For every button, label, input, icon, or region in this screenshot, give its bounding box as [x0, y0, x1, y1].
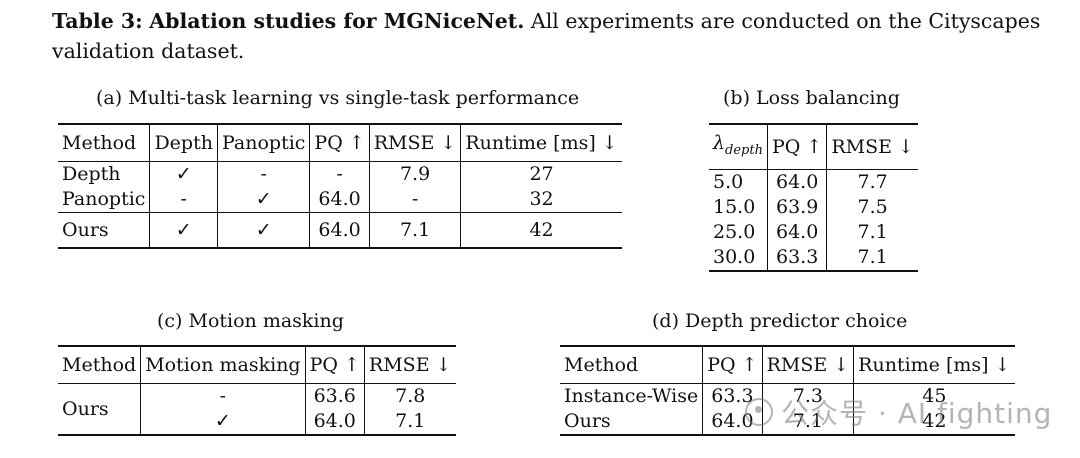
header-cell: Method — [564, 354, 639, 376]
table-cell: Ours — [58, 212, 150, 249]
table-c: Method Motion masking PQ ↑ RMSE ↓ Ours -… — [58, 345, 456, 436]
header-cell: RMSE ↓ — [363, 346, 456, 384]
header-cell: RMSE ↓ — [761, 346, 854, 384]
table-cell: 64.0 — [309, 212, 370, 249]
table-cell: ✓ — [216, 187, 310, 213]
header-cell: PQ ↑ — [304, 346, 365, 384]
table-cell: Depth — [58, 161, 150, 187]
table-cell: Ours — [58, 383, 141, 436]
table-cell: 7.5 — [826, 194, 918, 220]
table-cell: Instance-Wise — [560, 383, 703, 409]
table-row: ✓ 64.0 7.1 — [58, 409, 456, 436]
table-cell: 64.0 — [309, 187, 370, 213]
table-a-title: (a) Multi-task learning vs single-task p… — [96, 87, 580, 109]
table-row: 25.0 64.0 7.1 — [709, 219, 918, 245]
table-cell: 5.0 — [709, 168, 768, 195]
table-cell: - — [309, 161, 370, 187]
table-cell: 7.9 — [368, 161, 461, 187]
wechat-logo-icon — [745, 398, 773, 426]
table-cell: 63.6 — [304, 383, 365, 409]
caption-bold: Ablation studies for MGNiceNet. — [149, 9, 525, 33]
table-row: 15.0 63.9 7.5 — [709, 194, 918, 220]
table-row: Depth ✓ - - 7.9 27 — [58, 161, 622, 187]
table-cell: 63.9 — [766, 194, 827, 220]
table-cell: - — [140, 383, 306, 409]
table-row: Instance-Wise 63.3 7.3 45 — [560, 383, 1015, 409]
table-b: λdepth PQ ↑ RMSE ↓ 5.0 64.0 7.7 15.0 63.… — [709, 123, 918, 272]
header-cell: Panoptic — [216, 124, 310, 162]
table-cell: 7.1 — [368, 212, 461, 249]
table-cell: 25.0 — [713, 220, 756, 243]
table-cell: 32 — [460, 187, 622, 213]
table-cell: - — [368, 187, 461, 213]
table-cell: ✓ — [149, 161, 218, 187]
header-cell: PQ ↑ — [309, 124, 370, 162]
header-cell: RMSE ↓ — [368, 124, 461, 162]
header-cell: λdepth — [709, 124, 767, 169]
table-cell: 30.0 — [709, 244, 768, 272]
table-row: Panoptic - ✓ 64.0 - 32 — [58, 187, 622, 213]
header-cell: Method — [62, 354, 137, 376]
caption-text: All experiments are conducted on the Cit… — [52, 9, 1041, 63]
table-cell: ✓ — [149, 212, 218, 249]
table-caption: Table 3: Ablation studies for MGNiceNet.… — [52, 6, 1052, 66]
table-cell: 42 — [853, 409, 1015, 436]
header-cell: Method — [62, 132, 137, 154]
table-row: Ours ✓ ✓ 64.0 7.1 42 — [58, 212, 622, 249]
table-c-title: (c) Motion masking — [157, 310, 344, 332]
table-cell: 15.0 — [713, 195, 756, 218]
header-cell: Runtime [ms] ↓ — [460, 124, 622, 162]
table-cell: 64.0 — [766, 168, 827, 195]
table-cell: 7.3 — [761, 383, 854, 409]
header-cell: Runtime [ms] ↓ — [853, 346, 1015, 384]
header-cell: PQ ↑ — [702, 346, 763, 384]
table-cell: Panoptic — [62, 188, 146, 210]
header-cell: Motion masking — [140, 346, 306, 384]
table-cell: ✓ — [216, 212, 310, 249]
table-cell: 7.8 — [363, 383, 456, 409]
watermark-text: 公众号 · AI fighting — [781, 397, 1053, 430]
table-cell: 27 — [460, 161, 622, 187]
table-cell: 45 — [853, 383, 1015, 409]
header-cell: PQ ↑ — [766, 124, 827, 170]
table-cell: 7.1 — [761, 409, 854, 436]
table-b-title: (b) Loss balancing — [723, 87, 900, 109]
table-d: Method PQ ↑ RMSE ↓ Runtime [ms] ↓ Instan… — [560, 345, 1015, 436]
table-cell: 64.0 — [304, 409, 365, 436]
table-cell: - — [216, 161, 310, 187]
table-cell: 42 — [460, 212, 622, 249]
table-a: Method Depth Panoptic PQ ↑ RMSE ↓ Runtim… — [58, 123, 622, 249]
table-cell: - — [149, 187, 218, 213]
header-cell: Depth — [149, 124, 218, 162]
lambda-subscript: depth — [725, 142, 763, 158]
header-cell: RMSE ↓ — [826, 124, 918, 170]
table-row: 5.0 64.0 7.7 — [709, 168, 918, 195]
table-cell: 64.0 — [766, 219, 827, 245]
table-cell: 7.1 — [363, 409, 456, 436]
table-cell: 7.7 — [826, 168, 918, 195]
table-cell: 7.1 — [826, 219, 918, 245]
table-row: Ours - 63.6 7.8 — [58, 383, 456, 436]
table-row: 30.0 63.3 7.1 — [709, 244, 918, 272]
table-cell: 7.1 — [826, 244, 918, 272]
caption-label: Table 3: — [52, 9, 143, 33]
lambda-symbol: λ — [713, 132, 726, 154]
table-cell: Ours — [560, 409, 703, 436]
watermark: 公众号 · AI fighting — [745, 392, 1052, 432]
table-cell: 63.3 — [766, 244, 827, 272]
table-d-title: (d) Depth predictor choice — [652, 310, 908, 332]
table-cell: ✓ — [140, 409, 306, 436]
